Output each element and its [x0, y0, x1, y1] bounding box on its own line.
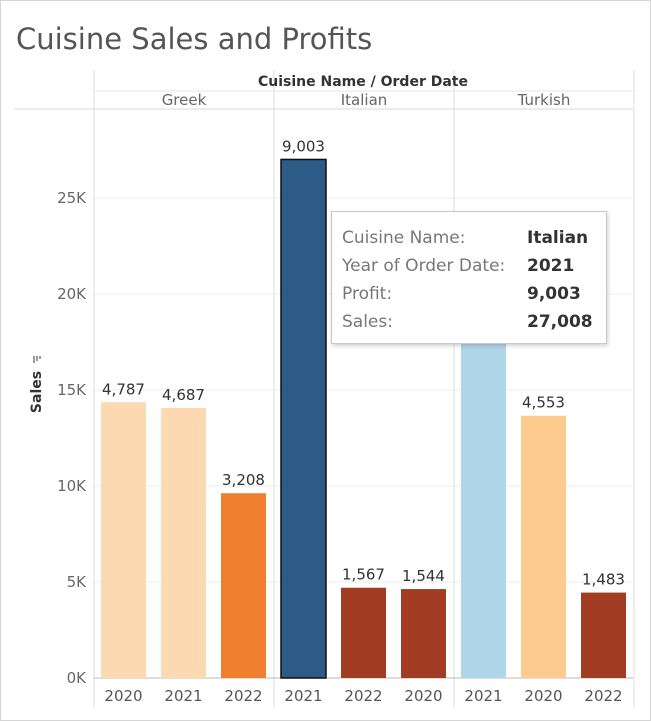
panel-header: Greek — [162, 91, 207, 109]
tooltip-row-sales: Sales: 27,008 — [342, 308, 606, 336]
y-tick-label: 5K — [67, 573, 88, 591]
bar[interactable] — [101, 402, 146, 678]
tooltip-value: Italian — [527, 228, 589, 248]
tooltip-value: 9,003 — [527, 284, 581, 304]
tooltip: Cuisine Name: Italian Year of Order Date… — [331, 211, 607, 344]
y-axis-title: Sales — [29, 371, 45, 413]
data-label: 4,553 — [522, 394, 565, 412]
bar[interactable] — [581, 592, 626, 678]
y-tick-label: 10K — [57, 477, 87, 495]
tooltip-row-cuisine: Cuisine Name: Italian — [342, 224, 606, 252]
x-tick-label: 2022 — [584, 687, 622, 705]
bar[interactable] — [161, 408, 206, 678]
x-tick-label: 2022 — [344, 687, 382, 705]
bar[interactable] — [221, 493, 266, 678]
panel-header: Italian — [341, 91, 388, 109]
tooltip-row-profit: Profit: 9,003 — [342, 280, 606, 308]
page-title: Cuisine Sales and Profits — [16, 22, 373, 56]
tooltip-value: 27,008 — [527, 312, 593, 332]
y-tick-label: 15K — [57, 381, 87, 399]
x-tick-label: 2021 — [164, 687, 202, 705]
x-tick-label: 2021 — [464, 687, 502, 705]
tooltip-row-year: Year of Order Date: 2021 — [342, 252, 606, 280]
data-label: 4,687 — [162, 386, 205, 404]
data-label: 1,544 — [402, 567, 445, 585]
bar[interactable] — [401, 589, 446, 678]
x-tick-label: 2020 — [104, 687, 142, 705]
tooltip-value: 2021 — [527, 256, 575, 276]
bar[interactable] — [521, 415, 566, 678]
tooltip-key: Profit: — [342, 284, 393, 304]
y-tick-label: 25K — [57, 189, 87, 207]
bar[interactable] — [341, 587, 386, 678]
y-tick-label: 0K — [67, 669, 88, 687]
panel-header: Turkish — [517, 91, 571, 109]
y-tick-label: 20K — [57, 285, 87, 303]
data-label: 1,567 — [342, 566, 385, 584]
tooltip-key: Cuisine Name: — [342, 228, 466, 248]
tooltip-key: Year of Order Date: — [342, 256, 506, 276]
data-label: 9,003 — [282, 137, 325, 155]
bar[interactable] — [280, 158, 327, 679]
bar[interactable] — [461, 332, 506, 678]
data-label: 3,208 — [222, 471, 265, 489]
x-tick-label: 2022 — [224, 687, 262, 705]
x-tick-label: 2020 — [404, 687, 442, 705]
tooltip-key: Sales: — [342, 312, 393, 332]
data-label: 1,483 — [582, 571, 625, 589]
data-label: 4,787 — [102, 380, 145, 398]
x-tick-label: 2021 — [284, 687, 322, 705]
column-header-title: Cuisine Name / Order Date — [258, 74, 468, 90]
x-tick-label: 2020 — [524, 687, 562, 705]
